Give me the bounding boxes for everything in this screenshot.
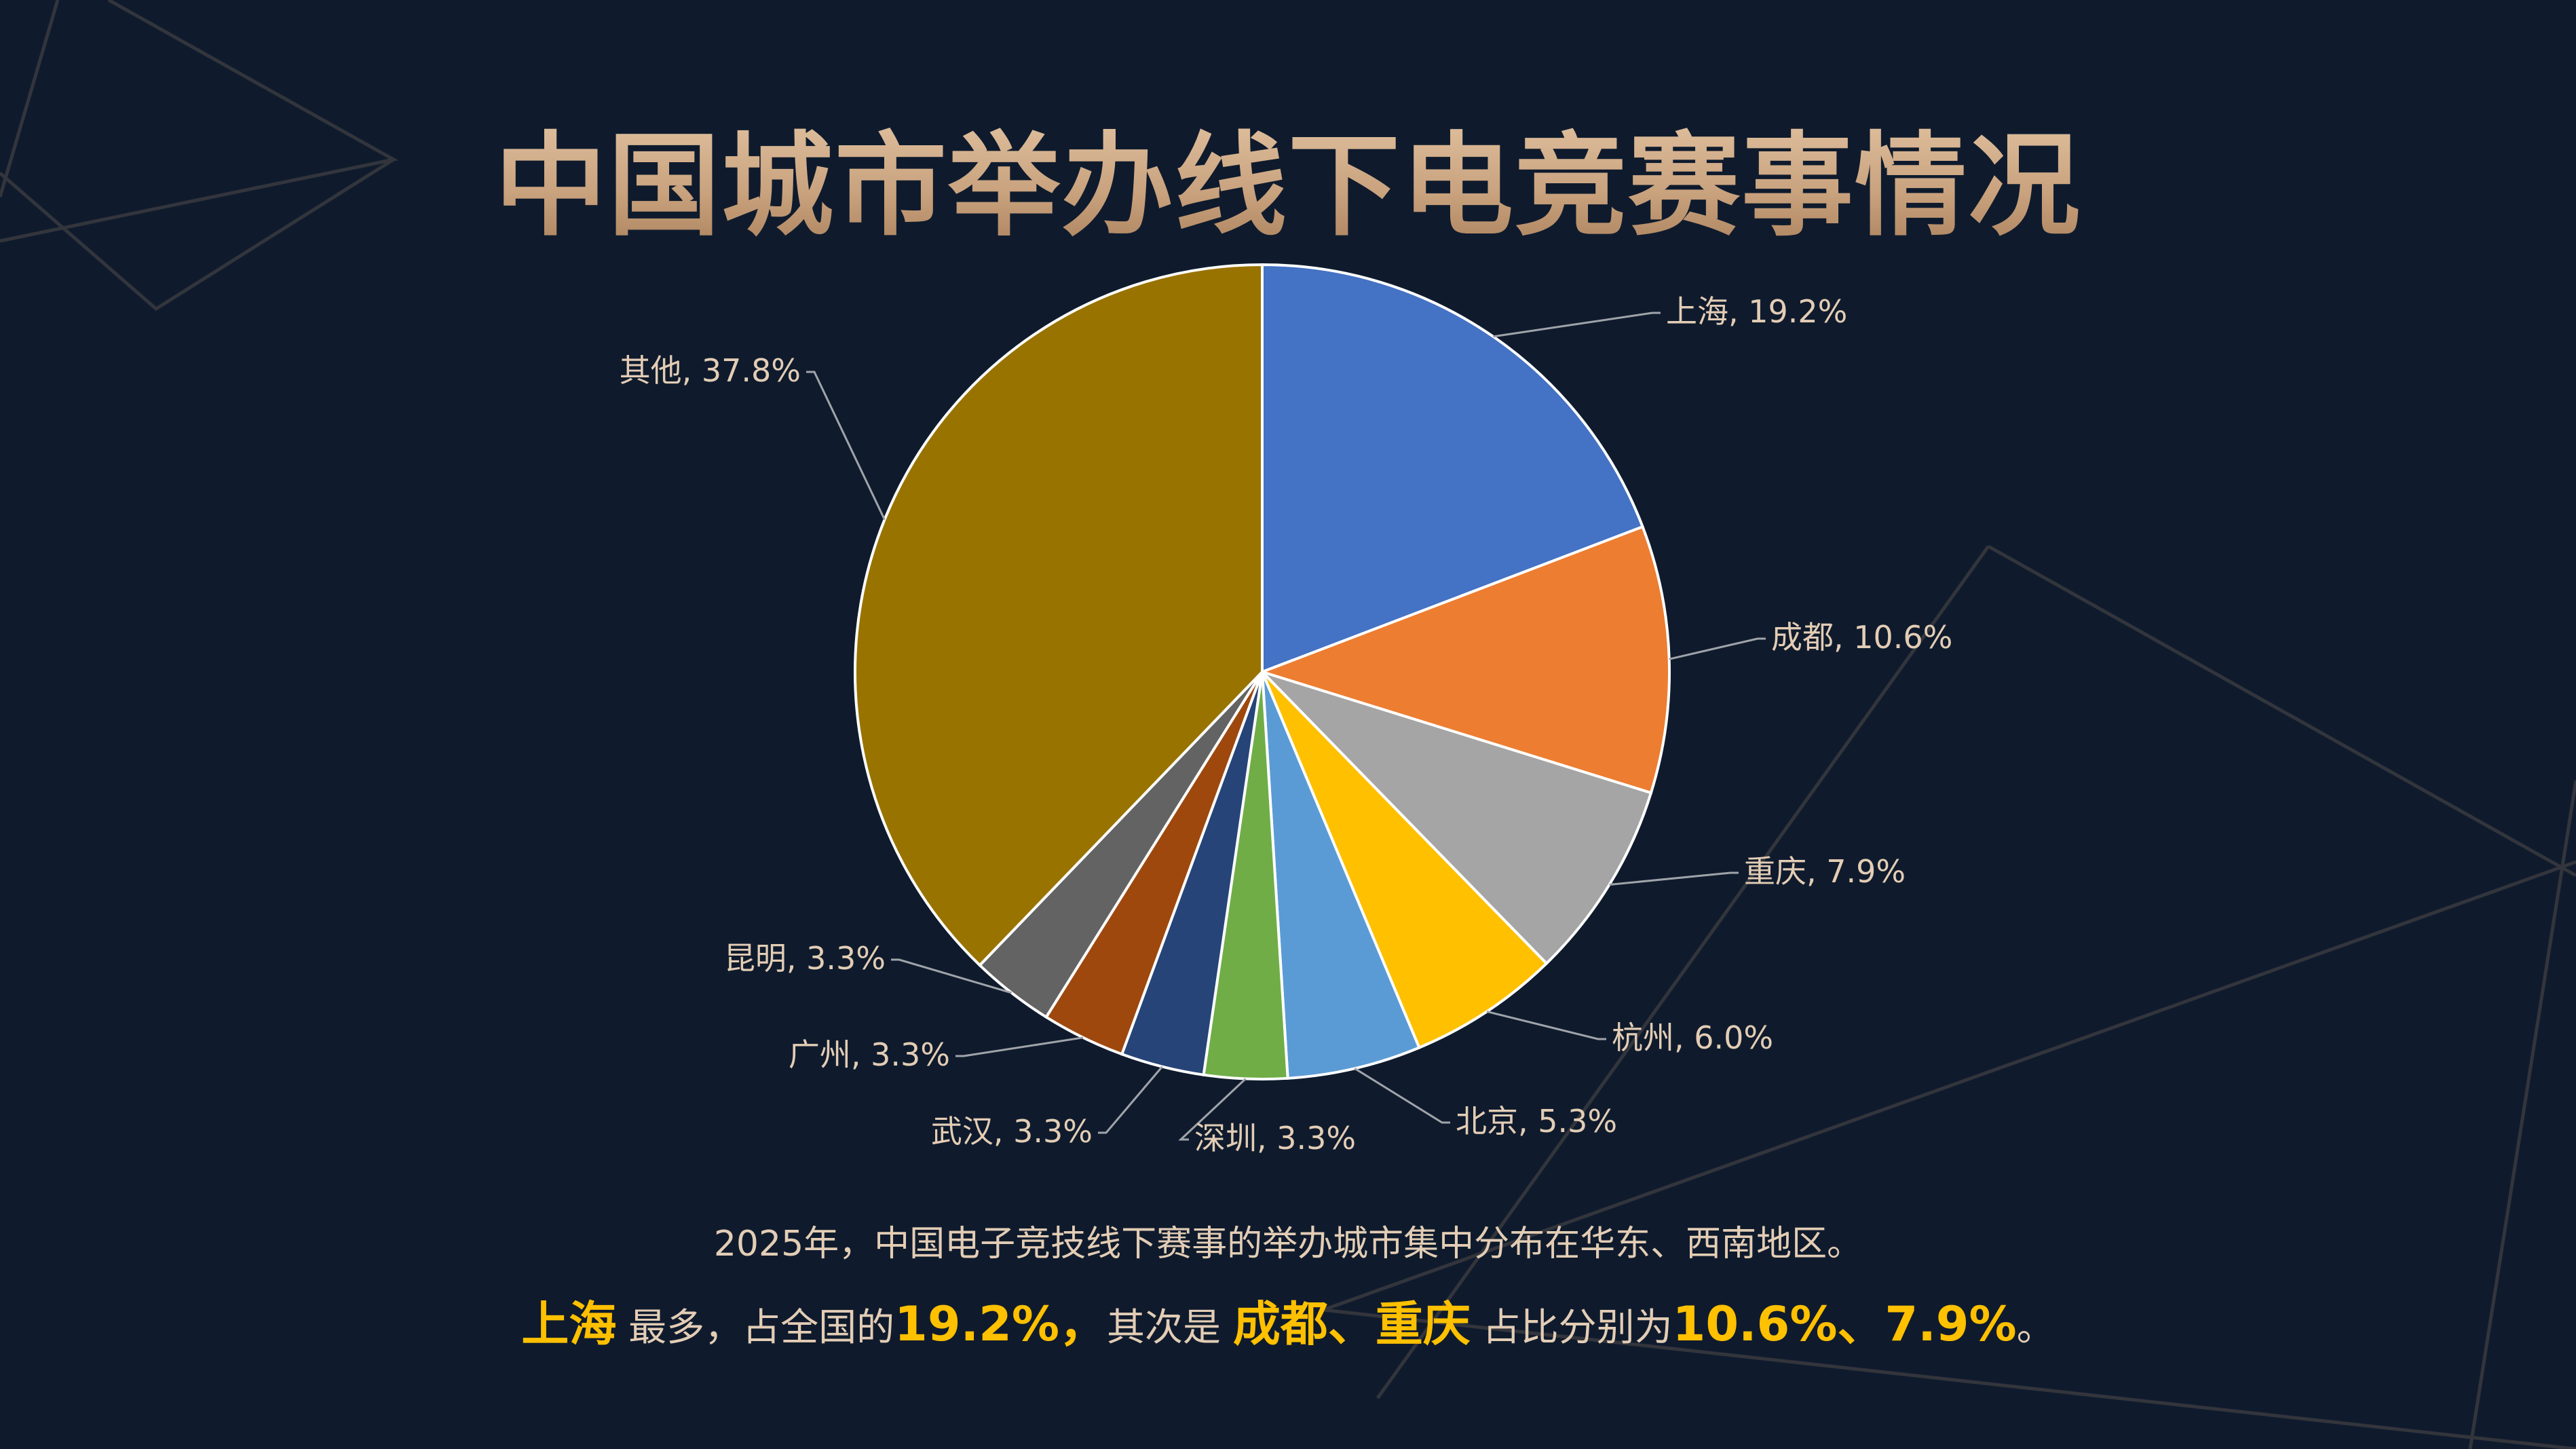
- data-label-成都: 成都, 10.6%: [1771, 619, 1952, 656]
- summary-text: 。: [2016, 1306, 2055, 1350]
- data-label-深圳: 深圳, 3.3%: [1194, 1120, 1356, 1156]
- leader-line: [1486, 1010, 1606, 1040]
- summary-text: 最多，占全国的: [616, 1306, 895, 1350]
- leader-line: [1098, 1066, 1163, 1134]
- data-label-广州: 广州, 3.3%: [789, 1036, 950, 1073]
- leader-line: [806, 371, 886, 521]
- data-label-昆明: 昆明, 3.3%: [724, 940, 886, 977]
- pie-slice-北京: [1261, 671, 1421, 1080]
- highlight-shanghai: 上海: [521, 1296, 617, 1352]
- pie-slice-重庆: [1261, 671, 1653, 966]
- data-label-武汉: 武汉, 3.3%: [931, 1113, 1093, 1150]
- leader-line: [1669, 637, 1766, 660]
- highlight-shanghai-pct: 19.2%，: [894, 1296, 1107, 1352]
- data-labels: 上海, 19.2% 成都, 10.6% 重庆, 7.9% 杭州, 6.0% 北京, 5.…: [620, 293, 1953, 1156]
- pie-slices: [854, 263, 1671, 1081]
- leader-line: [1493, 312, 1661, 338]
- leader-line: [1354, 1068, 1450, 1124]
- summary-text: 占比分别为: [1470, 1306, 1673, 1350]
- pie-slice-其他: [854, 263, 1264, 968]
- highlight-chengdu-chongqing: 成都、重庆: [1232, 1296, 1471, 1352]
- summary-line-1: 2025年，中国电子竞技线下赛事的举办城市集中分布在华东、西南地区。: [0, 1215, 2576, 1266]
- page-title: 中国城市举办线下电竞赛事情况: [0, 95, 2576, 257]
- summary-line-2: 上海 最多，占全国的19.2%，其次是 成都、重庆 占比分别为10.6%、7.9…: [0, 1286, 2576, 1355]
- leader-line: [1609, 871, 1739, 886]
- leader-line: [891, 958, 1012, 994]
- leader-line: [1178, 1078, 1247, 1141]
- data-label-北京: 北京, 5.3%: [1456, 1103, 1617, 1140]
- leader-line: [955, 1036, 1084, 1057]
- data-label-杭州: 杭州, 6.0%: [1612, 1019, 1773, 1056]
- data-label-上海: 上海, 19.2%: [1666, 293, 1847, 330]
- pie-slice-杭州: [1261, 671, 1549, 1050]
- data-label-其他: 其他, 37.8%: [620, 352, 801, 389]
- summary-text-1: 2025年，中国电子竞技线下赛事的举办城市集中分布在华东、西南地区。: [713, 1224, 1863, 1264]
- highlight-pcts: 10.6%、7.9%: [1672, 1296, 2017, 1352]
- summary-text: 其次是: [1107, 1306, 1233, 1350]
- leader-lines: [806, 312, 1766, 1141]
- data-label-重庆: 重庆, 7.9%: [1744, 853, 1906, 890]
